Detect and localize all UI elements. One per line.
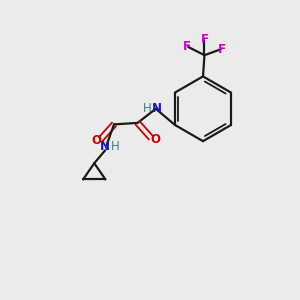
Text: N: N (152, 102, 162, 115)
Text: F: F (183, 40, 191, 53)
Text: H: H (143, 102, 152, 115)
Text: F: F (218, 43, 226, 56)
Text: N: N (100, 140, 110, 153)
Text: O: O (150, 133, 160, 146)
Text: F: F (200, 33, 208, 46)
Text: H: H (111, 140, 120, 153)
Text: O: O (91, 134, 101, 147)
